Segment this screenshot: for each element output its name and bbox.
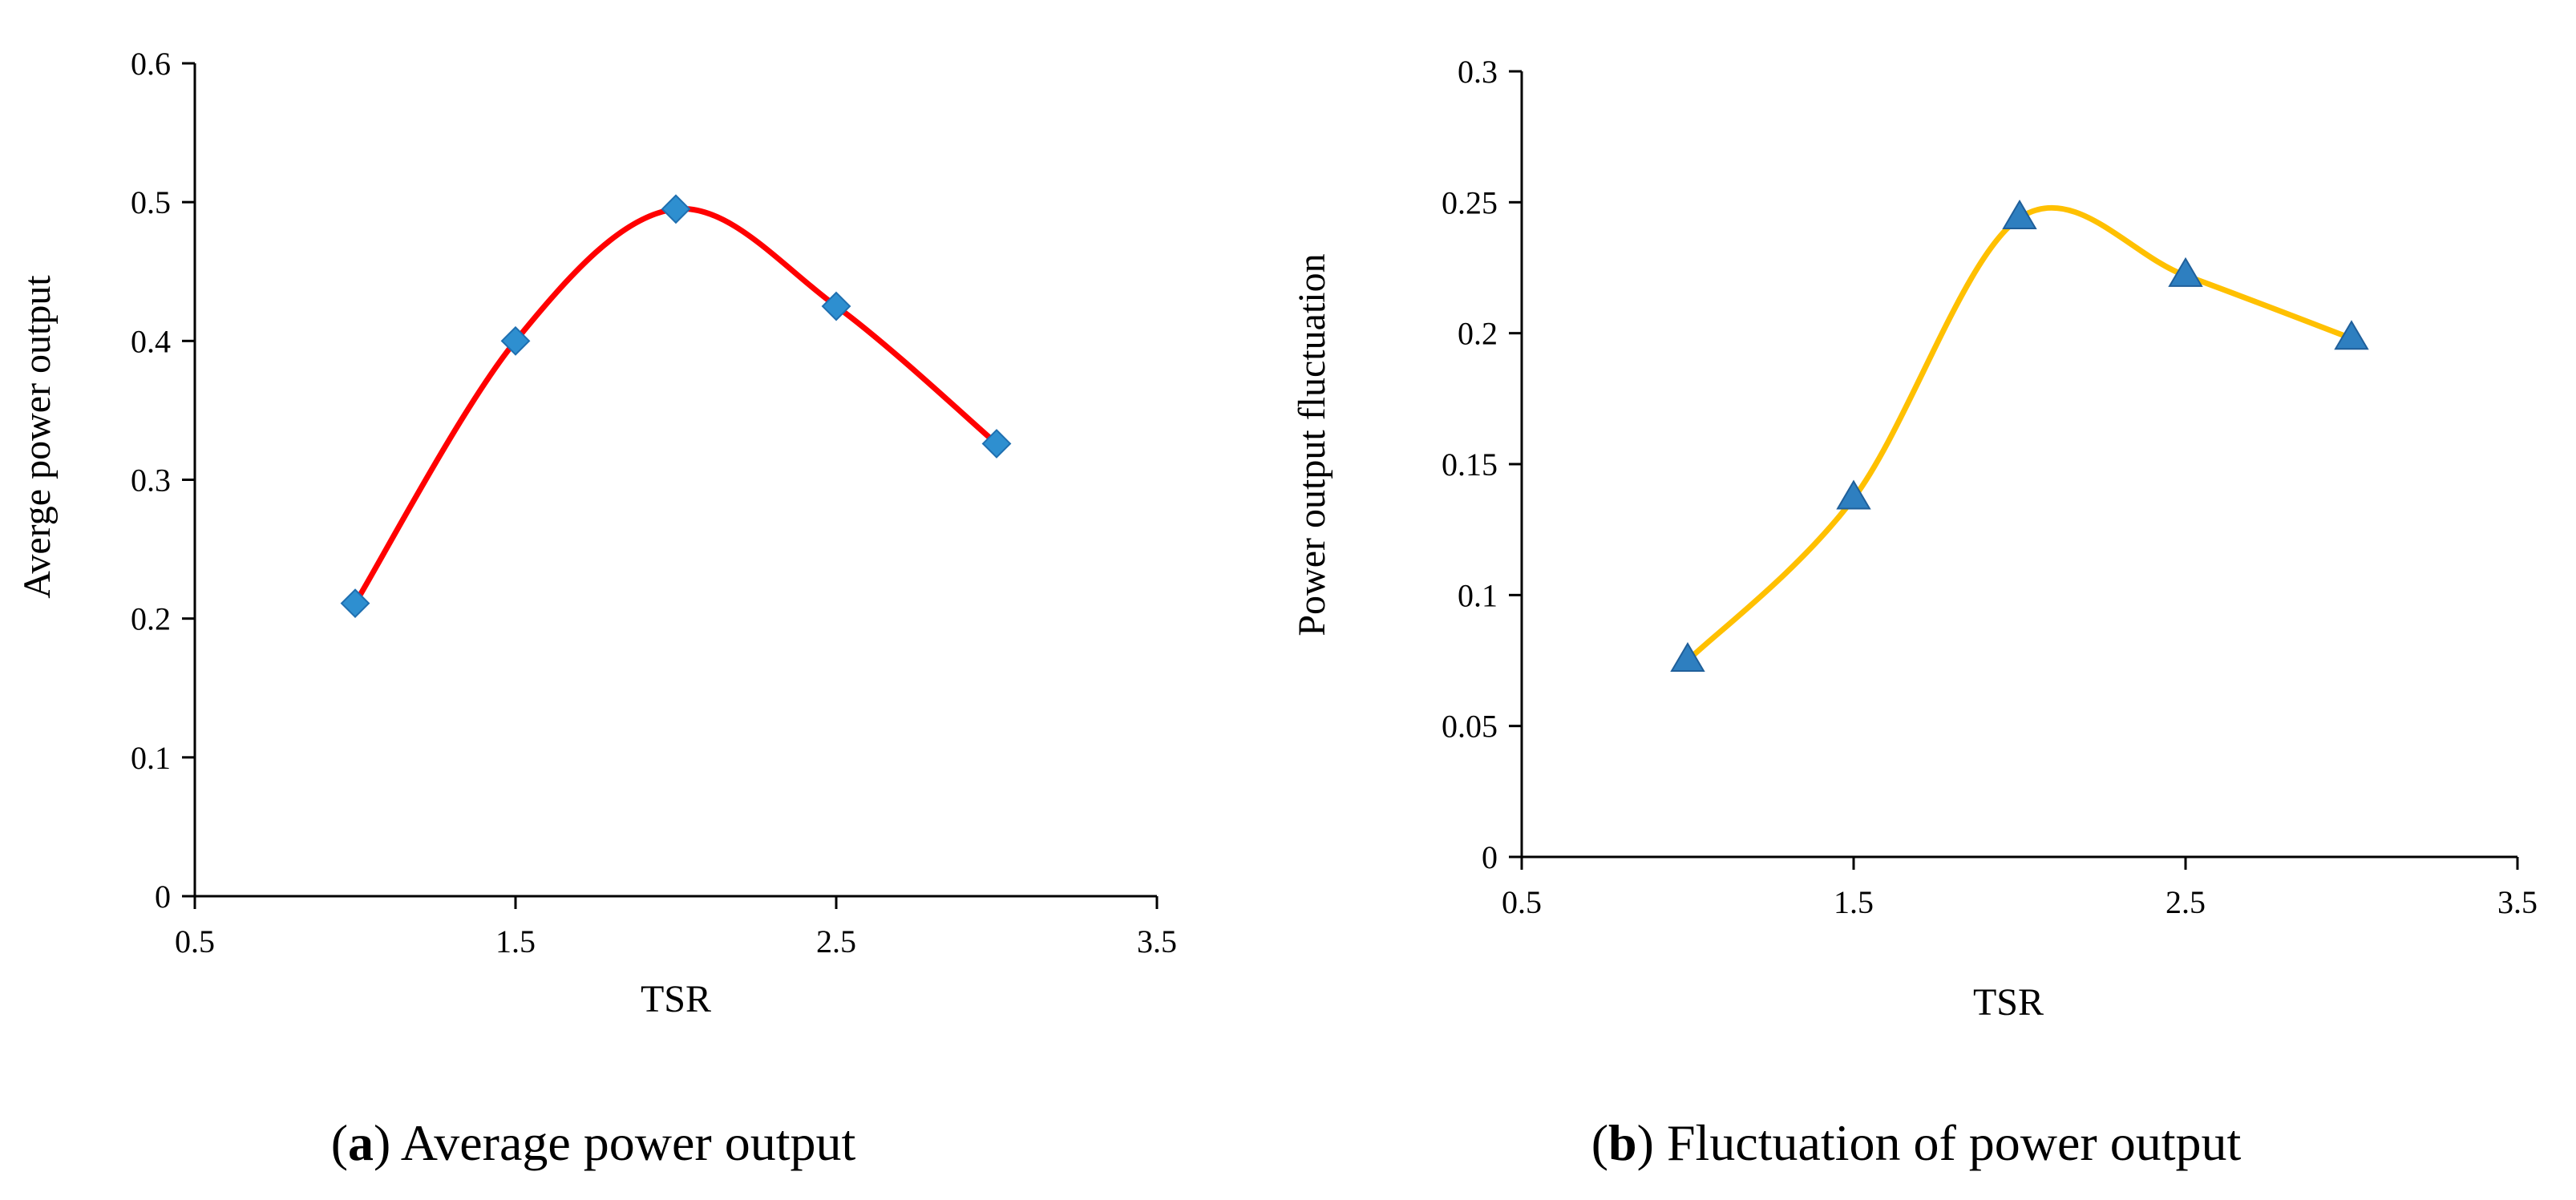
y-tick-label-b: 0.25 (1442, 184, 1498, 220)
y-tick-label-a: 0.5 (131, 184, 171, 220)
series-b (1670, 199, 2369, 673)
x-tick-label-a: 3.5 (1137, 923, 1177, 960)
data-point-a (340, 588, 370, 619)
y-tick-label-a: 0 (155, 879, 171, 915)
x-tick-label-b: 3.5 (2497, 884, 2538, 920)
y-tick-label-b: 0.2 (1458, 316, 1498, 352)
x-tick-label-a: 1.5 (495, 923, 536, 960)
chart-average-power: 0 0.1 0.2 0.3 0.4 0.5 0.6 0.5 1.5 2.5 3.5 TSR Aver… (16, 46, 1177, 1171)
y-tick-label-a: 0.6 (131, 46, 171, 82)
data-point-b (2168, 257, 2203, 287)
data-point-b (1836, 479, 1871, 510)
x-axis-label-b: TSR (1973, 981, 2044, 1024)
caption-letter-b: b (1608, 1114, 1637, 1171)
x-tick-label-b: 0.5 (1502, 884, 1542, 920)
data-point-a (821, 291, 851, 321)
y-tick-label-a: 0.1 (131, 740, 171, 776)
axes-b (1520, 71, 2517, 859)
x-tick-label-b: 1.5 (1834, 884, 1874, 920)
caption-a: (a) Average power output (331, 1114, 856, 1171)
y-tick-label-b: 0 (1482, 839, 1498, 875)
chart-power-fluctuation: 0 0.05 0.1 0.15 0.2 0.25 0.3 0.5 1.5 2.5 3.5 TSR P… (1291, 54, 2538, 1171)
caption-letter-a: a (348, 1114, 374, 1171)
x-tick-label-a: 0.5 (175, 923, 215, 960)
ticks-a: 0 0.1 0.2 0.3 0.4 0.5 0.6 0.5 1.5 2.5 3.5 (131, 46, 1177, 960)
caption-text-b: Fluctuation of power output (1667, 1114, 2242, 1171)
y-tick-label-a: 0.3 (131, 463, 171, 499)
series-line-a (352, 205, 1000, 607)
x-tick-label-b: 2.5 (2166, 884, 2206, 920)
y-tick-label-b: 0.05 (1442, 709, 1498, 745)
data-point-b (1670, 642, 1705, 673)
y-axis-label-a: Averge power output (16, 275, 59, 599)
caption-b: (b) Fluctuation of power output (1591, 1114, 2242, 1171)
x-axis-label-a: TSR (641, 978, 711, 1020)
y-axis-label-b: Power output fluctuation (1291, 253, 1333, 636)
y-tick-label-b: 0.1 (1458, 577, 1498, 613)
y-tick-label-b: 0.3 (1458, 54, 1498, 90)
ticks-b: 0 0.05 0.1 0.15 0.2 0.25 0.3 0.5 1.5 2.5 3.5 (1442, 54, 2538, 920)
data-point-a (661, 194, 691, 224)
series-line-b (1684, 204, 2355, 664)
y-tick-label-a: 0.2 (131, 601, 171, 637)
y-tick-label-a: 0.4 (131, 323, 171, 359)
x-tick-label-a: 2.5 (816, 923, 856, 960)
caption-text-a: Average power output (401, 1114, 856, 1171)
data-point-a (500, 325, 531, 356)
data-point-b (2002, 199, 2037, 229)
series-a (340, 194, 1012, 619)
y-tick-label-b: 0.15 (1442, 446, 1498, 483)
axes-a (193, 63, 1157, 898)
data-point-b (2334, 320, 2369, 350)
data-point-a (981, 429, 1012, 459)
